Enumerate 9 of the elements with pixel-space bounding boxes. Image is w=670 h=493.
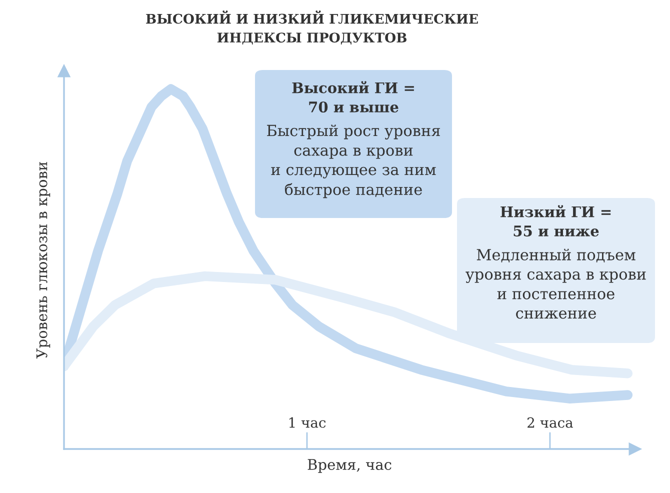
annotation: Низкий ГИ = 55 и ниже xyxy=(500,205,611,237)
annotation: Медленный подъем уровня сахара в крови и постепенное снижение xyxy=(466,248,646,319)
annotation: Быстрый рост уровня сахара в крови и следующее за ним быстрое падение xyxy=(267,124,440,198)
annotation: Высокий ГИ = 70 и выше xyxy=(292,81,414,113)
x-tick-label: 1 час xyxy=(289,417,326,428)
y-axis-title: Уровень глюкозы в крови xyxy=(36,162,50,359)
x-axis-title: Время, час xyxy=(308,459,392,473)
chart-title: ВЫСОКИЙ И НИЗКИЙ ГЛИКЕМИЧЕСКИЕ ИНДЕКСЫ ПРОДУКТОВ xyxy=(146,10,478,44)
x-tick-label: 2 часа xyxy=(528,417,573,428)
